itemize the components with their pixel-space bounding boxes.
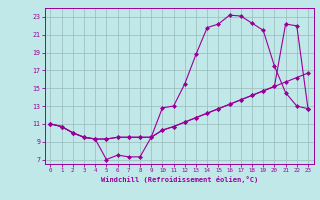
X-axis label: Windchill (Refroidissement éolien,°C): Windchill (Refroidissement éolien,°C) [100, 176, 258, 183]
